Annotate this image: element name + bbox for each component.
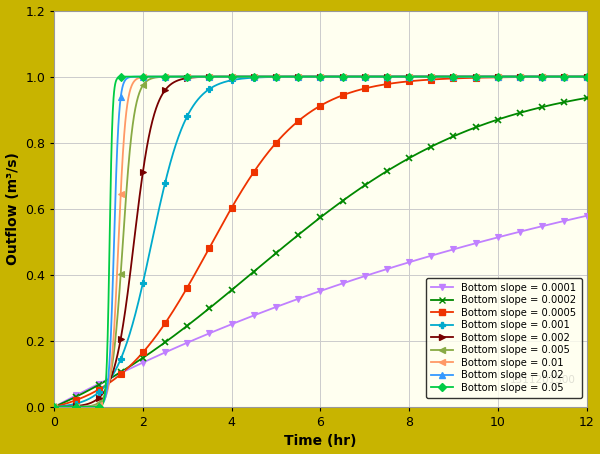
Text: 1311201500: 1311201500 [510, 375, 576, 385]
X-axis label: Time (hr): Time (hr) [284, 434, 356, 449]
Y-axis label: Outflow (m³/s): Outflow (m³/s) [5, 152, 20, 265]
Legend: Bottom slope = 0.0001, Bottom slope = 0.0002, Bottom slope = 0.0005, Bottom slop: Bottom slope = 0.0001, Bottom slope = 0.… [427, 278, 581, 398]
